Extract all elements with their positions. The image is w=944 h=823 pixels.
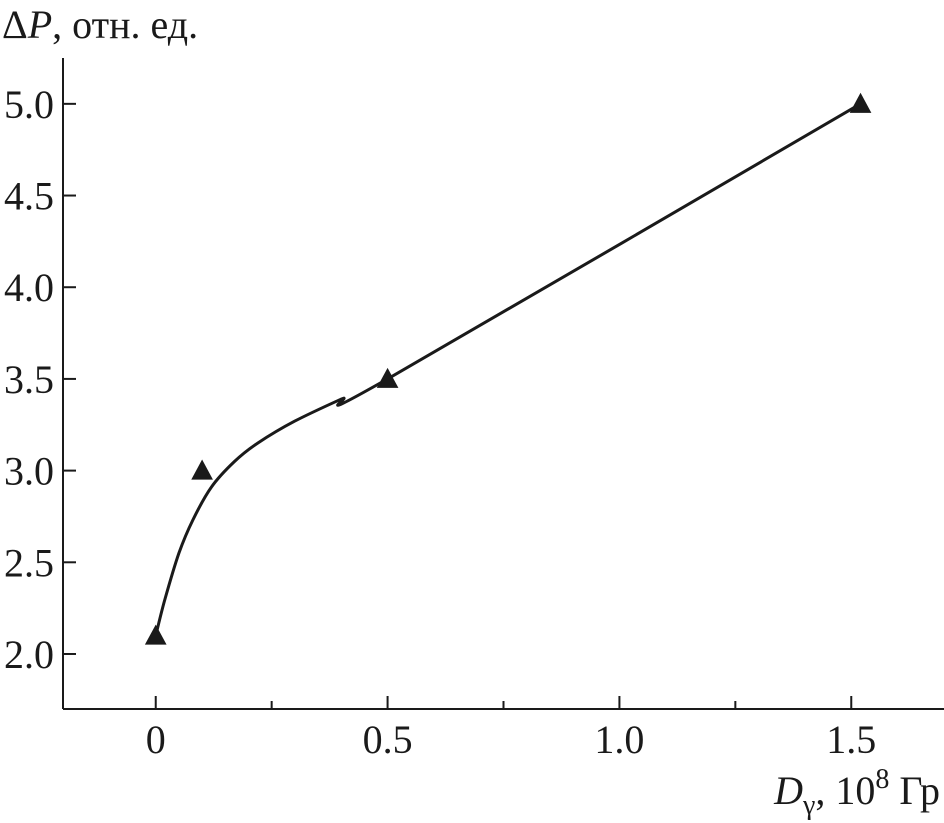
data-point-triangle <box>191 459 213 480</box>
data-point-triangle <box>849 92 872 113</box>
y-tick-label: 4.5 <box>4 174 54 219</box>
y-axis-title-unit: , отн. ед. <box>52 2 198 47</box>
x-tick-label: 0.5 <box>363 717 413 762</box>
y-axis-title-variable: P <box>27 2 52 47</box>
ticks <box>63 102 853 709</box>
x-axis-title-variable: D <box>773 768 803 813</box>
data-markers <box>144 92 872 645</box>
y-tick-label: 2.5 <box>4 540 54 585</box>
y-tick-label: 2.0 <box>4 632 54 677</box>
x-tick-label: 1.0 <box>594 717 644 762</box>
y-tick-label: 4.0 <box>4 265 54 310</box>
fit-curve-line <box>154 102 862 636</box>
y-tick-label: 3.0 <box>4 449 54 494</box>
y-axis-title: ΔP, отн. ед. <box>2 2 198 47</box>
y-axis-title-symbol: Δ <box>2 2 28 47</box>
x-tick-label: 1.5 <box>826 717 876 762</box>
x-axis-title-exponent: 8 <box>875 764 889 795</box>
x-axis-title-scale: , 10 <box>815 768 875 813</box>
x-axis-title: Dγ, 108 Гр <box>773 764 940 821</box>
y-tick-label: 5.0 <box>4 82 54 127</box>
x-axis-title-unit: Гр <box>889 768 940 813</box>
x-tick-label: 0 <box>146 717 166 762</box>
tick-labels: 0 0.5 1.0 1.5 2.0 2.5 3.0 3.5 4.0 4.5 5.0 <box>4 82 876 762</box>
x-axis-title-subscript: γ <box>802 790 815 821</box>
series <box>154 102 862 636</box>
axes <box>62 58 944 710</box>
data-point-triangle <box>144 624 167 645</box>
data-point-triangle <box>376 367 399 388</box>
y-tick-label: 3.5 <box>4 357 54 402</box>
